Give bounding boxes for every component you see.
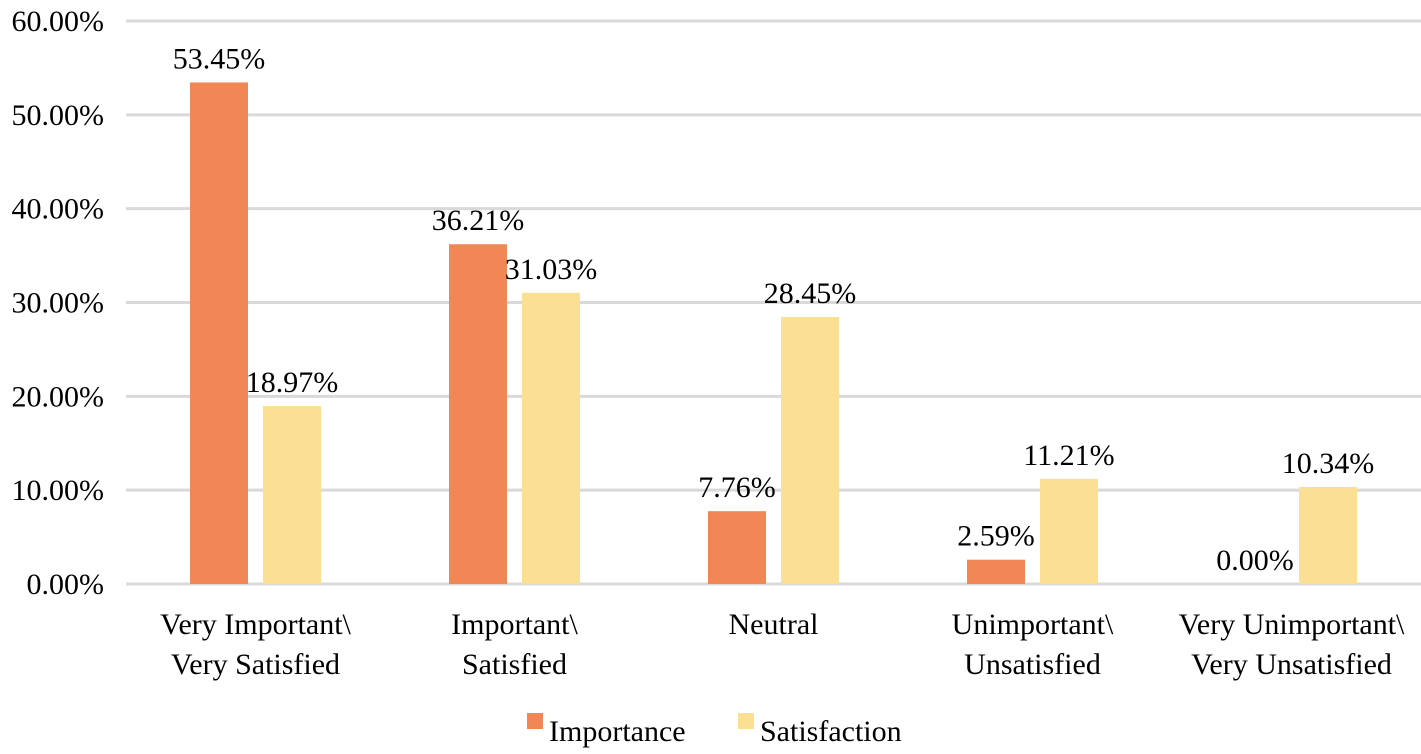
y-tick-label: 40.00%: [12, 193, 105, 226]
bar-satisfaction: [1040, 478, 1098, 584]
data-label-importance: 7.76%: [698, 471, 776, 504]
gridlines: [126, 19, 1421, 586]
legend-swatch-satisfaction: [738, 713, 754, 729]
data-label-satisfaction: 10.34%: [1282, 447, 1375, 480]
data-labels: 53.45% 18.97% 36.21% 31.03% 7.76% 28.45% 2.59%…: [173, 42, 1375, 577]
data-label-satisfaction: 31.03%: [505, 253, 598, 286]
data-label-importance: 53.45%: [173, 42, 266, 75]
y-axis-ticks: 0.00% 10.00% 20.00% 30.00% 40.00% 50.00% 60.00…: [12, 5, 105, 601]
x-axis-categories: Very Important\ Very Satisfied Important\ S…: [160, 608, 1405, 681]
category-label: Neutral: [729, 608, 819, 641]
y-tick-label: 0.00%: [27, 568, 105, 601]
y-tick-label: 30.00%: [12, 287, 105, 320]
category-label: Very Important\: [160, 608, 351, 641]
legend-label-satisfaction: Satisfaction: [760, 715, 902, 748]
bar-satisfaction: [522, 292, 580, 584]
category-label: Satisfied: [462, 648, 567, 681]
category-label: Very Unimportant\: [1179, 608, 1405, 641]
bar-importance: [190, 82, 248, 585]
data-label-satisfaction: 18.97%: [246, 366, 339, 399]
data-label-satisfaction: 11.21%: [1023, 439, 1114, 472]
bar-satisfaction: [1299, 486, 1357, 584]
legend: Importance Satisfaction: [527, 713, 902, 748]
legend-label-importance: Importance: [549, 715, 686, 748]
bar-importance: [449, 244, 507, 585]
y-tick-label: 60.00%: [12, 5, 105, 38]
bar-satisfaction: [781, 317, 839, 584]
category-label: Unsatisfied: [964, 648, 1101, 681]
category-label: Very Unsatisfied: [1191, 648, 1392, 681]
bar-satisfaction: [263, 405, 321, 584]
bar-importance: [967, 559, 1025, 584]
category-label: Very Satisfied: [171, 648, 340, 681]
category-label: Unimportant\: [952, 608, 1114, 641]
data-label-satisfaction: 28.45%: [764, 277, 857, 310]
y-tick-label: 10.00%: [12, 474, 105, 507]
bars: [190, 82, 1357, 585]
category-label: Important\: [451, 608, 578, 641]
legend-swatch-importance: [527, 713, 543, 729]
y-tick-label: 20.00%: [12, 380, 105, 413]
data-label-importance: 36.21%: [432, 204, 525, 237]
y-tick-label: 50.00%: [12, 99, 105, 132]
data-label-importance: 0.00%: [1216, 544, 1294, 577]
data-label-importance: 2.59%: [957, 520, 1035, 553]
bar-importance: [708, 511, 766, 584]
